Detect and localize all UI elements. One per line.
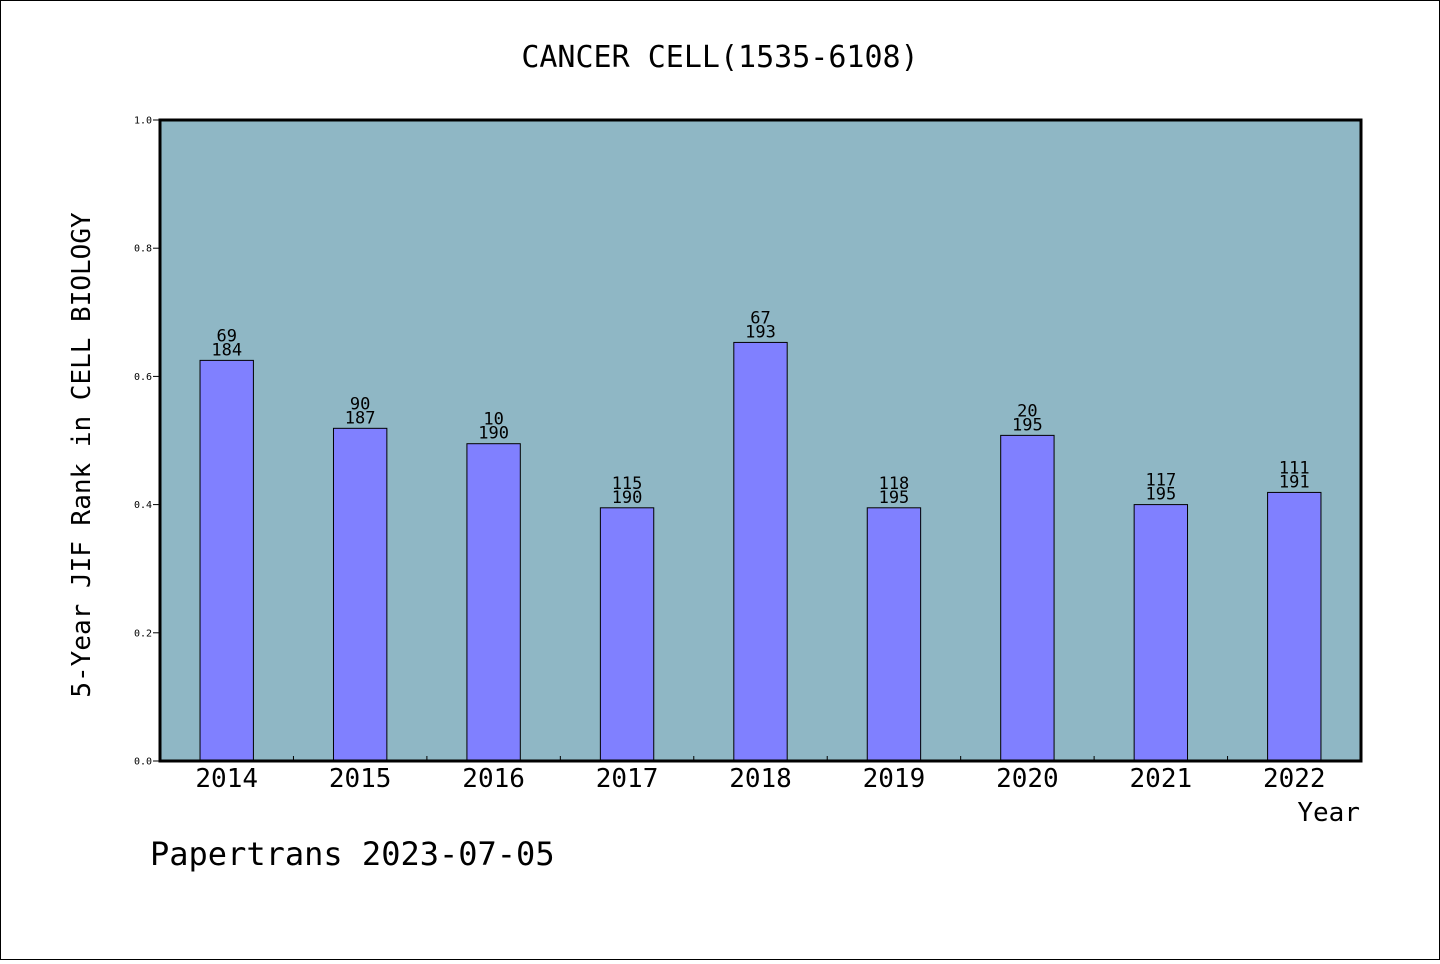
y-tick-label: 0.6	[134, 372, 152, 383]
bar	[466, 443, 521, 762]
bar-label-total: 195	[879, 488, 910, 508]
plot-border	[158, 118, 1363, 763]
bar	[332, 427, 388, 762]
bar	[199, 359, 254, 762]
x-tick-label: 2020	[996, 764, 1059, 794]
y-axis-ticks: 0.0 0.2 0.4 0.6 0.8 1.0	[134, 116, 160, 768]
footer-text: Papertrans 2023-07-05	[150, 835, 555, 873]
bar-label-rank: 111	[1279, 458, 1310, 478]
x-tick-label: 2022	[1263, 764, 1326, 794]
bar	[1133, 504, 1189, 762]
chart-title: CANCER CELL(1535-6108)	[521, 40, 918, 75]
bar-label-total: 193	[745, 322, 776, 342]
bar	[866, 507, 922, 762]
bar-label-rank: 67	[750, 308, 770, 328]
bar	[599, 507, 655, 762]
bar	[1000, 434, 1055, 762]
bar-label-rank: 69	[216, 326, 236, 346]
x-tick-label: 2019	[863, 764, 926, 794]
bar-label-rank: 115	[612, 474, 643, 494]
x-tick-label: 2018	[729, 764, 792, 794]
y-tick-label: 0.4	[134, 500, 152, 511]
bar-label-rank: 90	[350, 394, 370, 414]
bar-label-total: 195	[1145, 485, 1176, 505]
y-tick-label: 0.0	[134, 757, 152, 768]
bar-label-total: 187	[345, 408, 376, 428]
y-tick-label: 0.2	[134, 628, 152, 639]
y-axis-label: 5-Year JIF Rank in CELL BIOLOGY	[67, 212, 97, 698]
y-tick-label: 0.8	[134, 244, 152, 255]
bar	[733, 341, 788, 762]
bar-label-rank: 10	[483, 410, 503, 430]
x-tick-label: 2016	[462, 764, 525, 794]
x-tick-label: 2015	[329, 764, 392, 794]
x-axis-ticks: 2014 2015 2016 2017 2018 2019 2020 2021 2022	[195, 756, 1326, 794]
x-tick-label: 2017	[596, 764, 659, 794]
y-tick-label: 1.0	[134, 116, 152, 127]
bar-label-total: 190	[612, 488, 643, 508]
x-axis-label: Year	[1297, 798, 1360, 828]
bar-label-total: 195	[1012, 415, 1043, 435]
bar-label-total: 184	[211, 340, 242, 360]
bar-label-rank: 20	[1017, 401, 1037, 421]
bar-label-rank: 118	[879, 474, 910, 494]
bar-label-total: 191	[1279, 472, 1310, 492]
x-tick-label: 2014	[195, 764, 258, 794]
x-tick-label: 2021	[1130, 764, 1193, 794]
bar-label-total: 190	[478, 424, 509, 444]
bar	[1267, 491, 1322, 762]
bar-label-rank: 117	[1145, 471, 1176, 491]
